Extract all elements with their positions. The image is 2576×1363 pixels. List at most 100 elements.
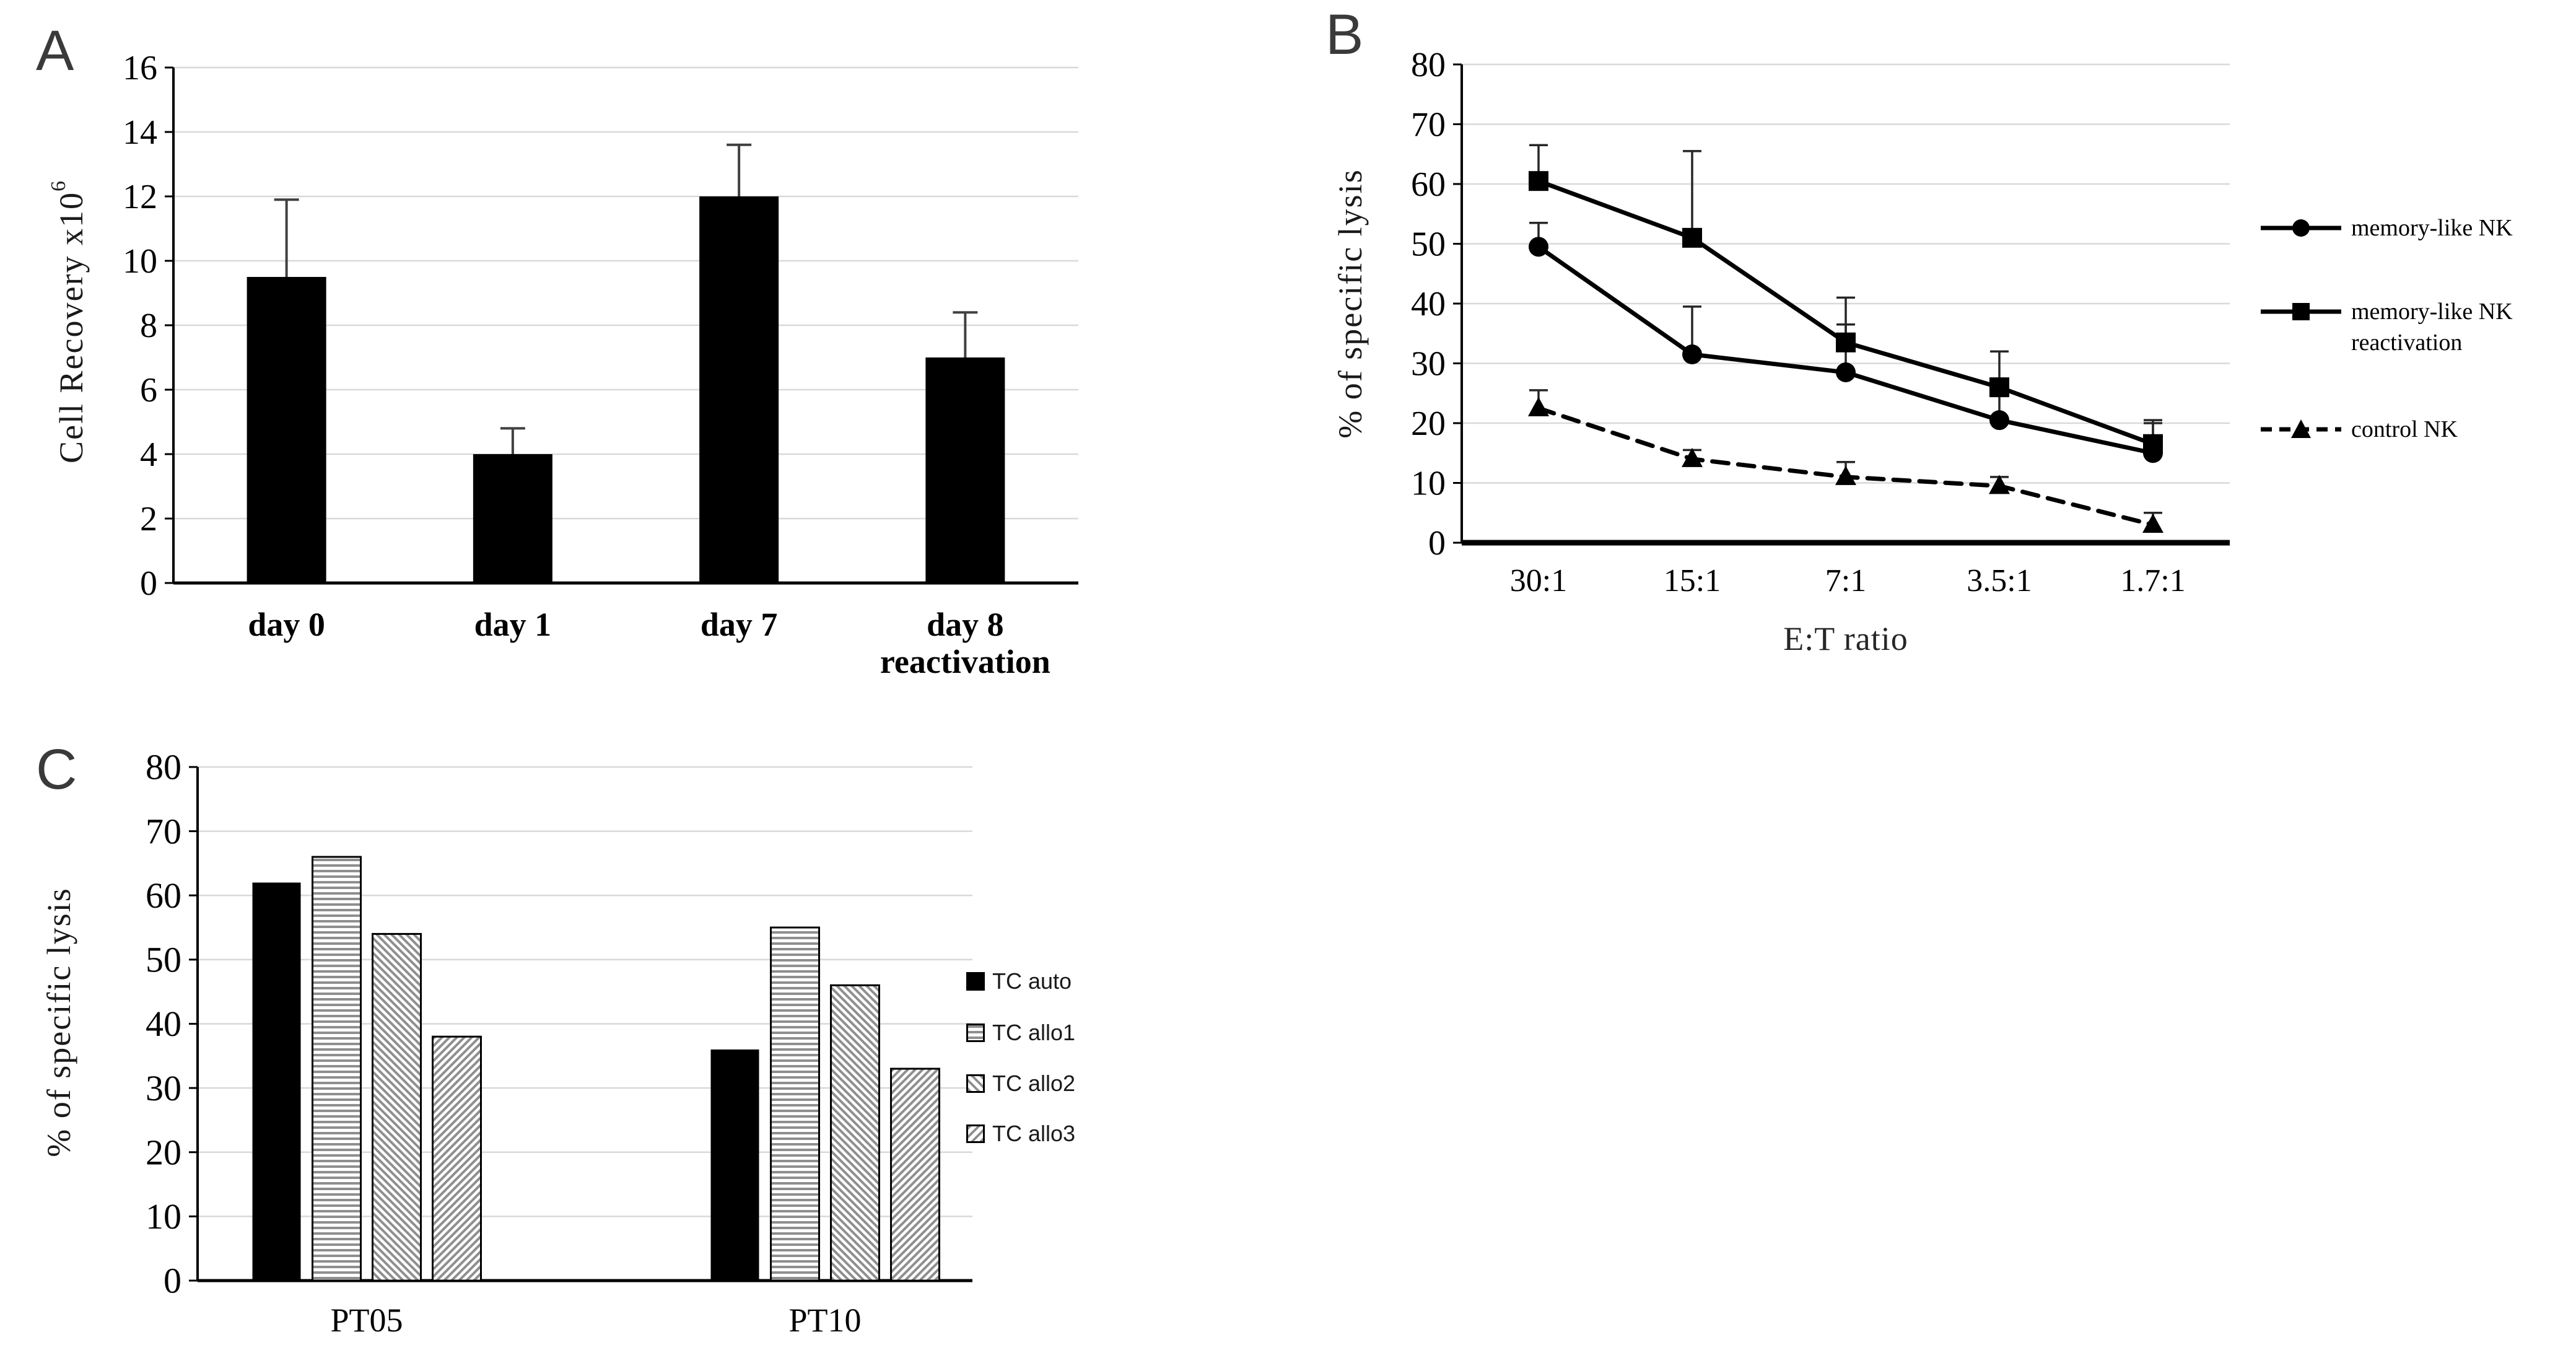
y-tick-labels: 0 10 20 30 40 50 60 70 80 [146,747,181,1301]
circle-marker [1836,362,1856,382]
triangle-marker [1528,397,1549,416]
y-tick-label: 0 [140,564,157,603]
panel-b-chart: 0 10 20 30 40 50 60 70 80 30:1 15:1 7:1 3.5:1 1.7:1 [1411,46,2230,598]
bar-PT10-TC-allo3 [890,1067,940,1282]
bar-PT05-TC-auto [252,882,301,1281]
panel-c-y-axis-title: % of specific lysis [40,887,77,1157]
legend-label: TC allo1 [992,1020,1076,1045]
square-marker [1682,227,1702,248]
category-label: day 8 [927,606,1004,643]
legend-item-tc-allo1: TC allo1 [966,1020,1075,1046]
panel-a-label: A [36,19,74,82]
square-marker [1989,377,2009,398]
circle-markers [1529,237,2163,463]
y-tick-label: 70 [1411,106,1446,144]
triangle-marker-dashed-line-icon [2261,419,2341,438]
y-tick-label: 4 [140,436,157,474]
y-tick-labels: 0 10 20 30 40 50 60 70 80 [1411,46,1446,563]
y-tick-label: 0 [1428,524,1446,563]
square-marker [2143,434,2163,454]
bar-PT05-TC-allo2 [372,932,422,1282]
y-tick-label: 10 [123,242,157,281]
bar-day 8 reactivation [925,357,1005,583]
y-tick-label: 40 [1411,285,1446,323]
y-tick-label: 0 [164,1261,181,1301]
y-tick-label: 30 [1411,345,1446,383]
legend-item-memory-like-nk-reactivation: memory-like NK reactivation [2261,296,2537,358]
y-tick-marks [189,766,198,1282]
triangle-marker [1835,465,1856,485]
y-tick-label: 60 [146,875,181,916]
triangle-marker [1682,447,1703,467]
category-label: day 7 [701,606,778,643]
category-label: reactivation [880,643,1050,680]
panel-a-chart: 0 2 4 6 8 10 12 14 16 day 0 day 1 day 7 day 8reactiv… [123,49,1078,680]
legend-item-control-nk: control NK [2261,414,2537,445]
y-tick-label: 10 [1411,465,1446,503]
y-tick-label: 10 [146,1196,181,1237]
y-tick-label: 6 [140,371,157,410]
panel-c-label: C [36,738,77,801]
y-tick-label: 50 [1411,226,1446,264]
y-tick-label: 70 [146,811,181,851]
panel-b-label: B [1325,3,1364,66]
category-label: PT10 [788,1302,861,1339]
circle-marker [1989,410,2009,431]
bar-day 0 [247,277,326,583]
error-bars [274,143,978,454]
category-label: PT05 [330,1302,403,1339]
y-tick-label: 20 [1411,405,1446,443]
x-tick-label: 7:1 [1825,563,1866,598]
y-tick-label: 8 [140,307,157,345]
circle-marker [1529,237,1548,257]
legend-item-tc-auto: TC auto [966,968,1072,994]
legend-label: memory-like NK reactivation [2351,299,2513,356]
circle-marker [1682,344,1702,365]
y-tick-label: 16 [123,49,157,87]
panel-a-y-axis-title-text: Cell Recovery x10 [53,191,90,463]
square-marker [1529,171,1548,191]
square-marker [1836,332,1856,353]
bar-day 7 [699,196,779,583]
y-tick-marks [1453,63,1462,544]
y-tick-label: 12 [123,178,157,216]
x-tick-labels: 30:1 15:1 7:1 3.5:1 1.7:1 [1510,563,2186,598]
bar-PT05-TC-allo3 [432,1035,482,1282]
y-tick-label: 14 [123,113,157,152]
panel-a-y-axis-title: Cell Recovery x106 [37,0,90,663]
y-tick-label: 50 [146,940,181,980]
legend-label: TC allo3 [992,1121,1076,1146]
bars [252,856,940,1282]
y-tick-label: 60 [1411,165,1446,204]
y-tick-labels: 0 2 4 6 8 10 12 14 16 [123,49,157,603]
bar-PT10-TC-allo1 [770,926,820,1282]
legend-item-memory-like-nk: memory-like NK [2261,213,2537,243]
tc-allo3-swatch-icon [966,1124,985,1143]
tc-allo2-swatch-icon [966,1074,985,1093]
bars [247,196,1005,583]
tc-auto-swatch-icon [966,972,985,991]
y-tick-label: 30 [146,1068,181,1108]
square-markers [1529,171,2163,454]
panel-c-chart: 0 10 20 30 40 50 60 70 80 PT05 PT10 [146,747,972,1339]
circle-marker-line-icon [2261,219,2341,237]
legend-label: TC allo2 [992,1071,1076,1096]
y-tick-label: 40 [146,1004,181,1044]
series-memory-like-NK [1529,221,2163,463]
triangle-markers [1528,397,2163,533]
category-label: day 1 [474,606,552,643]
category-label: day 0 [248,606,325,643]
bar-day 1 [473,454,552,583]
y-tick-marks [165,66,173,584]
series-memory-like-NK-reactivation [1529,144,2163,454]
x-tick-label: 1.7:1 [2120,563,2185,598]
tc-allo1-swatch-icon [966,1023,985,1042]
panel-b-y-axis-title: % of specific lysis [1332,169,1369,439]
y-tick-label: 20 [146,1132,181,1172]
y-tick-label: 2 [140,500,157,538]
legend-label: TC auto [992,968,1072,994]
legend-item-tc-allo2: TC allo2 [966,1071,1075,1097]
